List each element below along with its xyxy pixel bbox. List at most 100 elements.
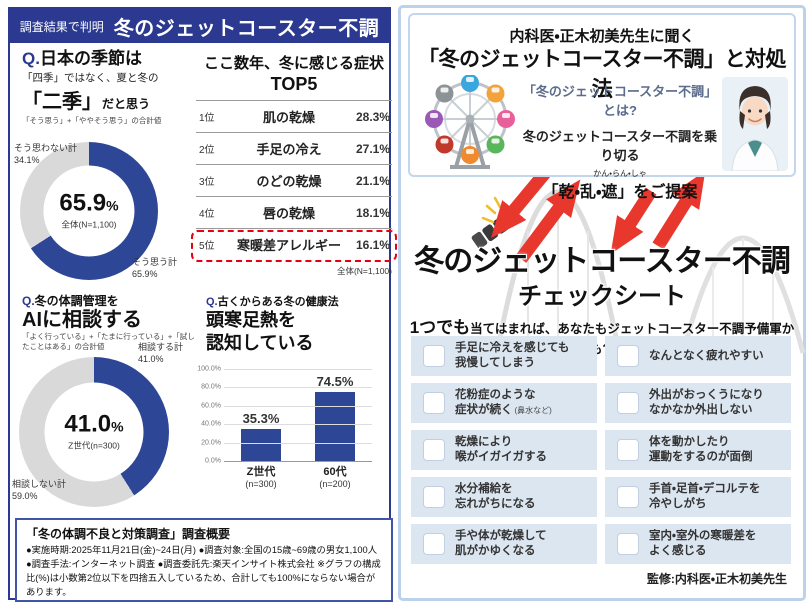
donut-ai-positive-label: 相談する計 41.0% bbox=[138, 342, 184, 364]
bar-value-label: 74.5% bbox=[316, 374, 354, 390]
x-sample-label: (n=300) bbox=[245, 479, 277, 490]
checklist-item-label: 手首・足首・デコルテを 冷やしがち bbox=[649, 483, 761, 510]
gridline bbox=[224, 442, 372, 444]
top5-rank: 4位 bbox=[199, 209, 215, 220]
survey-overview-title: 「冬の体調不良と対策調査」調査概要 bbox=[26, 527, 231, 541]
donut-niki-value: 65.9% bbox=[59, 189, 119, 217]
gridline bbox=[224, 369, 372, 370]
checklist-item-note: (鼻水など) bbox=[514, 406, 552, 415]
question-season-title: Q.日本の季節は bbox=[22, 49, 198, 69]
checklist-item-label: 体を動かしたり 運動をするのが面倒 bbox=[649, 436, 753, 463]
q-prefix: Q. bbox=[22, 49, 40, 68]
checklist-item: 手足に冷えを感じても 我慢してしまう bbox=[411, 336, 597, 376]
checksheet-main-title: 冬のジェットコースター不調 bbox=[414, 245, 791, 278]
gridline bbox=[224, 405, 372, 407]
question-season-note: 「そう思う」+「ややそう思う」の合計値 bbox=[22, 115, 162, 125]
lead-strong: 1つでも bbox=[409, 318, 471, 337]
checklist-item: なんとなく疲れやすい bbox=[605, 336, 791, 376]
checklist-item: 体を動かしたり 運動をするのが面倒 bbox=[605, 430, 791, 470]
q-prefix: Q. bbox=[22, 294, 35, 308]
checklist-item: 水分補給を 忘れがちになる bbox=[411, 477, 597, 517]
checkbox[interactable] bbox=[423, 439, 445, 461]
checkbox[interactable] bbox=[617, 345, 639, 367]
checkbox[interactable] bbox=[423, 533, 445, 555]
top5-symptom-label: 寒暖差アレルギー bbox=[236, 238, 341, 253]
checklist-item: 乾燥により 喉がイガイガする bbox=[411, 430, 597, 470]
checklist-item: 手首・足首・デコルテを 冷やしがち bbox=[605, 477, 791, 517]
top5-subtitle: TOP5 bbox=[270, 74, 318, 94]
supervisor-credit: 監修:内科医・正木初美先生 bbox=[646, 572, 787, 586]
question-health-block: Q.古くからある冬の健康法 頭寒足熱を 認知している bbox=[206, 293, 388, 354]
y-tick-label: 40.0% bbox=[201, 420, 221, 428]
top5-row: 5位 寒暖差アレルギー 16.1% bbox=[191, 228, 397, 262]
checkbox[interactable] bbox=[617, 392, 639, 414]
header-badge: 調査結果で判明 bbox=[19, 19, 104, 34]
top5-symptom-label: のどの乾燥 bbox=[256, 174, 322, 189]
intro-line2: 冬のジェットコースター不調を乗り切る bbox=[522, 129, 718, 163]
top5-symptom-value: 27.1% bbox=[355, 141, 390, 156]
checklist-item-label: 手や体が乾燥して 肌がかゆくなる bbox=[455, 530, 547, 557]
left-panel: 調査結果で判明 冬のジェットコースター不調 Q.日本の季節は 「四季」ではなく、… bbox=[8, 7, 397, 602]
furigana: かん・らん・しゃ bbox=[593, 169, 647, 178]
question-season-title-text: 日本の季節は bbox=[39, 49, 142, 68]
doctor-intro-text: 「冬のジェットコースター不調」とは? 冬のジェットコースター不調を乗り切る かん… bbox=[522, 81, 718, 202]
checkbox[interactable] bbox=[617, 486, 639, 508]
question-health-title1: 頭寒足熱を bbox=[206, 310, 296, 330]
survey-overview-box: 「冬の体調不良と対策調査」調査概要 ●実施時期:2025年11月21日(金)~2… bbox=[15, 518, 393, 602]
checklist-item-label: 室内・室外の寒暖差を よく感じる bbox=[649, 530, 757, 557]
right-panel: 内科医・正木初美先生に聞く 「冬のジェットコースター不調」と対処法 bbox=[398, 5, 806, 601]
top5-symptom-value: 18.1% bbox=[355, 205, 390, 220]
bar bbox=[315, 392, 355, 461]
checklist-item: 手や体が乾燥して 肌がかゆくなる bbox=[411, 524, 597, 564]
checkbox[interactable] bbox=[423, 486, 445, 508]
top5-symptom-label: 唇の乾燥 bbox=[262, 206, 315, 221]
left-panel-header: 調査結果で判明 冬のジェットコースター不調 bbox=[10, 9, 389, 43]
donut-chart-niki-center: 65.9% 全体(N=1,100) bbox=[43, 165, 135, 257]
top5-row: 4位 唇の乾燥 18.1% bbox=[196, 196, 392, 228]
niki-suffix: だと思う bbox=[102, 96, 151, 111]
checksheet-subtitle: チェックシート bbox=[518, 283, 686, 310]
donut-niki-negative-label: そう思わない計 34.1% bbox=[14, 143, 78, 165]
donut-niki-sample: 全体(N=1,100) bbox=[61, 219, 117, 230]
top5-row: 3位 のどの乾燥 21.1% bbox=[196, 164, 392, 196]
checkbox[interactable] bbox=[423, 345, 445, 367]
q-prefix: Q. bbox=[206, 296, 218, 308]
bar bbox=[241, 428, 281, 461]
checkbox[interactable] bbox=[617, 439, 639, 461]
top5-table: 1位 肌の乾燥 28.3% 2位 手足の冷え 27.1% 3位 のどの乾燥 21.1% 4位 唇の乾… bbox=[191, 100, 397, 262]
checkbox[interactable] bbox=[617, 533, 639, 555]
top5-symptom-value: 21.1% bbox=[355, 173, 390, 188]
top5-rank: 2位 bbox=[199, 145, 215, 156]
donut-chart-niki: 65.9% 全体(N=1,100) bbox=[20, 142, 158, 280]
top5-title: ここ数年、冬に感じる症状 bbox=[203, 55, 384, 72]
left-panel-title: 冬のジェットコースター不調 bbox=[113, 17, 380, 40]
gridline bbox=[224, 461, 372, 462]
top5-row: 1位 肌の乾燥 28.3% bbox=[196, 100, 392, 132]
y-tick-label: 0.0% bbox=[205, 457, 221, 465]
checklist-item-label: 外出がおっくうになり なかなか外出しない bbox=[649, 389, 764, 416]
top5-symptom-label: 手足の冷え bbox=[256, 142, 322, 157]
question-ai-title-small: Q.冬の体調管理を bbox=[22, 292, 198, 309]
checklist-item-label: なんとなく疲れやすい bbox=[649, 349, 764, 362]
question-ai-small-text: 冬の体調管理を bbox=[34, 294, 119, 308]
checkbox[interactable] bbox=[423, 392, 445, 414]
y-tick-label: 20.0% bbox=[201, 439, 221, 447]
top5-ranking: ここ数年、冬に感じる症状 TOP5 1位 肌の乾燥 28.3% 2位 手足の冷え 27.1… bbox=[191, 52, 397, 277]
question-ai-block: Q.冬の体調管理を AIに相談する 「よく行っている」+「たまに行っている」+「… bbox=[22, 292, 198, 352]
doctor-intro-box: 内科医・正木初美先生に聞く 「冬のジェットコースター不調」と対処法 bbox=[408, 13, 796, 201]
donut-chart-ai-center: 41.0% Z世代(n=300) bbox=[44, 382, 144, 482]
checklist-item-label: 乾燥により 喉がイガイガする bbox=[455, 436, 547, 463]
question-health-text: 古くからある冬の健康法 bbox=[217, 296, 339, 308]
top5-rank: 5位 bbox=[199, 241, 215, 252]
checklist-item-label: 手足に冷えを感じても 我慢してしまう bbox=[455, 342, 570, 369]
survey-overview-body: ●実施時期:2025年11月21日(金)~24日(月) ●調査対象:全国の15歳… bbox=[26, 545, 381, 597]
checklist-item-label: 水分補給を 忘れがちになる bbox=[455, 483, 536, 510]
question-season-line3: 「二季」だと思う bbox=[22, 85, 198, 114]
question-ai-title: AIに相談する bbox=[22, 309, 142, 331]
question-season-block: Q.日本の季節は 「四季」ではなく、夏と冬の 「二季」だと思う 「そう思う」+「… bbox=[22, 49, 198, 126]
top5-rank: 1位 bbox=[199, 113, 215, 124]
top5-symptom-value: 16.1% bbox=[355, 237, 390, 252]
checklist-left-column: 手足に冷えを感じても 我慢してしまう 花粉症のような 症状が続く (鼻水など) 乾燥に… bbox=[411, 336, 597, 564]
question-ai-note: 「よく行っている」+「たまに行っている」+「試したことはある」の合計値 bbox=[22, 332, 195, 352]
